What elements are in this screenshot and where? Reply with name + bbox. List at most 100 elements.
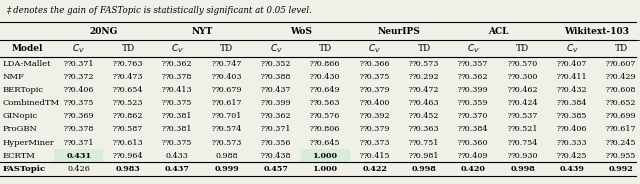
Text: ⁇0.375: ⁇0.375	[162, 99, 193, 107]
Text: $C_V$: $C_V$	[467, 43, 480, 55]
Text: ⁇0.407: ⁇0.407	[557, 60, 588, 68]
Text: ⁇0.570: ⁇0.570	[508, 60, 538, 68]
Text: ⁇0.403: ⁇0.403	[211, 73, 242, 81]
Text: 0.992: 0.992	[609, 165, 634, 173]
Text: ⁇0.463: ⁇0.463	[409, 99, 439, 107]
Text: NMF: NMF	[3, 73, 24, 81]
Text: GINopic: GINopic	[3, 112, 38, 120]
Text: ⁇0.437: ⁇0.437	[261, 86, 291, 94]
Text: TD: TD	[417, 44, 431, 53]
Text: ⁇0.617: ⁇0.617	[211, 99, 242, 107]
Text: ⁇0.333: ⁇0.333	[557, 139, 588, 147]
Text: ‡ denotes the gain of FASTopic is statistically significant at 0.05 level.: ‡ denotes the gain of FASTopic is statis…	[6, 6, 312, 15]
Text: ⁇0.573: ⁇0.573	[409, 60, 439, 68]
Text: FASTopic: FASTopic	[3, 165, 46, 173]
Text: ⁇0.862: ⁇0.862	[113, 112, 143, 120]
Text: TD: TD	[220, 44, 234, 53]
Text: CombinedTM: CombinedTM	[3, 99, 60, 107]
Text: ⁇0.432: ⁇0.432	[557, 86, 588, 94]
Text: BERTopic: BERTopic	[3, 86, 44, 94]
Text: $C_V$: $C_V$	[269, 43, 283, 55]
Text: ⁇0.537: ⁇0.537	[508, 112, 538, 120]
Text: ⁇0.981: ⁇0.981	[409, 152, 439, 160]
Text: ⁇0.375: ⁇0.375	[63, 99, 94, 107]
Text: WoS: WoS	[290, 27, 312, 36]
Text: ⁇0.866: ⁇0.866	[310, 60, 340, 68]
Text: ⁇0.563: ⁇0.563	[310, 99, 340, 107]
Text: ⁇0.955: ⁇0.955	[606, 152, 637, 160]
Text: ⁇0.362: ⁇0.362	[260, 112, 291, 120]
Text: 0.420: 0.420	[461, 165, 486, 173]
Text: TD: TD	[615, 44, 628, 53]
Text: ⁇0.356: ⁇0.356	[261, 139, 291, 147]
Text: ⁇0.406: ⁇0.406	[557, 125, 588, 133]
Text: 0.437: 0.437	[165, 165, 190, 173]
Text: ⁇0.452: ⁇0.452	[409, 112, 439, 120]
Bar	[301, 149, 350, 162]
Text: ⁇0.362: ⁇0.362	[162, 60, 193, 68]
Text: ⁇0.400: ⁇0.400	[360, 99, 390, 107]
Text: ⁇0.388: ⁇0.388	[261, 73, 291, 81]
Text: ⁇0.608: ⁇0.608	[606, 86, 637, 94]
Text: ⁇0.654: ⁇0.654	[113, 86, 143, 94]
Text: ⁇0.399: ⁇0.399	[260, 99, 291, 107]
Text: ⁇0.652: ⁇0.652	[606, 99, 637, 107]
Text: 1.000: 1.000	[313, 165, 338, 173]
Text: ⁇0.409: ⁇0.409	[458, 152, 488, 160]
Text: ⁇0.576: ⁇0.576	[310, 112, 340, 120]
Text: 20NG: 20NG	[89, 27, 118, 36]
Text: ⁇0.574: ⁇0.574	[212, 125, 242, 133]
Text: ⁇0.362: ⁇0.362	[458, 73, 489, 81]
Text: ⁇0.357: ⁇0.357	[458, 60, 488, 68]
Text: ⁇0.930: ⁇0.930	[508, 152, 538, 160]
Text: ⁇0.701: ⁇0.701	[212, 112, 242, 120]
Text: ⁇0.375: ⁇0.375	[162, 139, 193, 147]
Text: HyperMiner: HyperMiner	[3, 139, 54, 147]
Text: ⁇0.372: ⁇0.372	[63, 73, 94, 81]
Text: ⁇0.424: ⁇0.424	[508, 99, 538, 107]
Text: ⁇0.379: ⁇0.379	[360, 125, 390, 133]
Text: TD: TD	[516, 44, 529, 53]
Text: ⁇0.521: ⁇0.521	[508, 125, 538, 133]
Text: ⁇0.751: ⁇0.751	[409, 139, 439, 147]
Text: ⁇0.378: ⁇0.378	[162, 73, 193, 81]
Text: ⁇0.371: ⁇0.371	[261, 125, 291, 133]
Text: 1.000: 1.000	[313, 152, 338, 160]
Text: ⁇0.699: ⁇0.699	[606, 112, 637, 120]
Text: ⁇0.292: ⁇0.292	[409, 73, 439, 81]
Text: ⁇0.371: ⁇0.371	[63, 60, 94, 68]
Text: ⁇0.523: ⁇0.523	[113, 99, 143, 107]
Text: ⁇0.425: ⁇0.425	[557, 152, 588, 160]
Text: ⁇0.392: ⁇0.392	[360, 112, 390, 120]
Text: 0.988: 0.988	[216, 152, 238, 160]
Text: ⁇0.245: ⁇0.245	[606, 139, 637, 147]
Text: Model: Model	[12, 44, 43, 53]
Text: ⁇0.462: ⁇0.462	[508, 86, 538, 94]
Text: ⁇0.369: ⁇0.369	[63, 112, 94, 120]
Bar	[54, 149, 104, 162]
Text: Wikitext-103: Wikitext-103	[564, 27, 629, 36]
Text: ⁇0.472: ⁇0.472	[409, 86, 439, 94]
Text: 0.433: 0.433	[166, 152, 189, 160]
Text: NeurIPS: NeurIPS	[378, 27, 420, 36]
Text: NYT: NYT	[191, 27, 212, 36]
Text: ⁇0.411: ⁇0.411	[557, 73, 588, 81]
Text: ⁇0.617: ⁇0.617	[606, 125, 637, 133]
Text: ACL: ACL	[488, 27, 508, 36]
Text: ⁇0.359: ⁇0.359	[458, 99, 488, 107]
Text: ⁇0.438: ⁇0.438	[261, 152, 291, 160]
Text: $C_V$: $C_V$	[368, 43, 381, 55]
Text: ⁇0.384: ⁇0.384	[557, 99, 588, 107]
Text: ⁇0.645: ⁇0.645	[310, 139, 340, 147]
Text: ⁇0.679: ⁇0.679	[211, 86, 242, 94]
Text: ⁇0.378: ⁇0.378	[63, 125, 94, 133]
Text: ⁇0.375: ⁇0.375	[360, 73, 390, 81]
Text: ⁇0.363: ⁇0.363	[409, 125, 439, 133]
Text: ⁇0.406: ⁇0.406	[63, 86, 94, 94]
Text: ⁇0.373: ⁇0.373	[360, 139, 390, 147]
Text: ⁇0.370: ⁇0.370	[458, 112, 488, 120]
Text: 0.983: 0.983	[116, 165, 140, 173]
Text: 0.998: 0.998	[412, 165, 436, 173]
Text: ⁇0.763: ⁇0.763	[113, 60, 143, 68]
Text: ⁇0.806: ⁇0.806	[310, 125, 340, 133]
